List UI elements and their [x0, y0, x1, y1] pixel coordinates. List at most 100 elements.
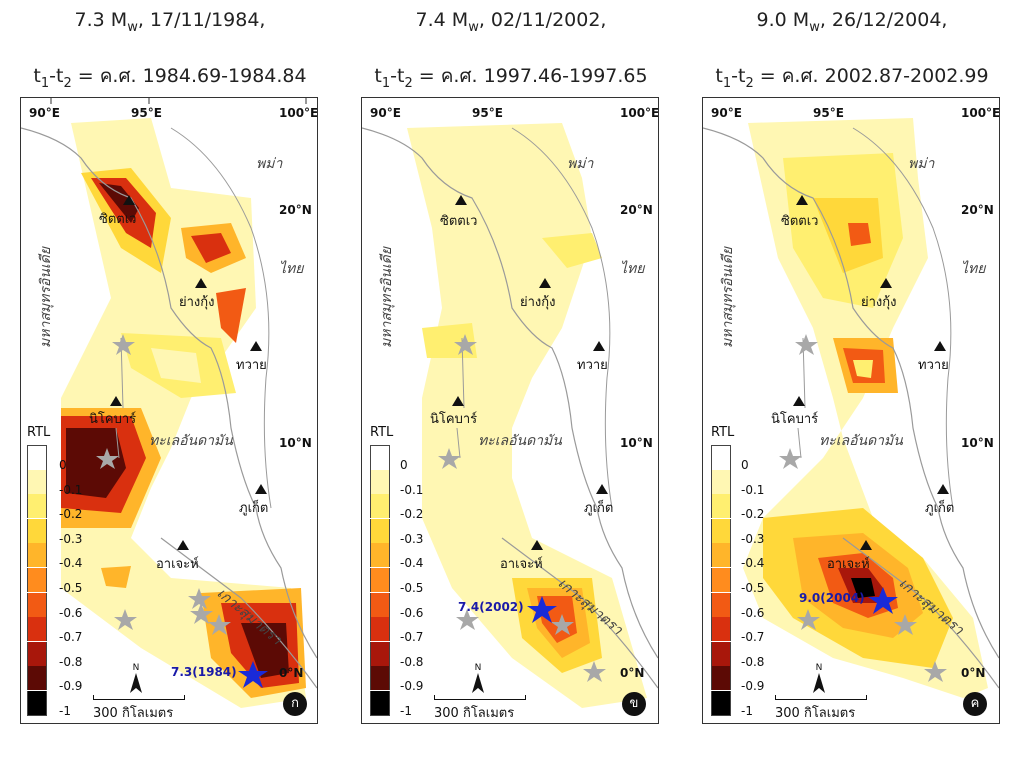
mainshock-star — [527, 596, 557, 623]
legend-swatch — [27, 617, 47, 642]
legend-swatch — [711, 469, 731, 494]
legend-tick-label: -0.4 — [59, 556, 83, 571]
legend-swatch — [370, 494, 390, 519]
legend-tick-label: 0 — [59, 458, 67, 472]
label-thailand: ไทย — [961, 261, 986, 277]
north-arrow: N — [811, 663, 827, 693]
aftershock-star — [438, 448, 461, 469]
legend-tick-label: -0.8 — [400, 654, 424, 669]
legend-swatch — [27, 592, 47, 617]
lat-label-0: 0°N — [279, 666, 304, 680]
legend-tick-label: -0.8 — [59, 654, 83, 669]
city-label-nicobar: นิโคบาร์ — [430, 412, 478, 427]
legend-tick-label: -1 — [400, 704, 412, 718]
aftershock-star — [208, 614, 231, 635]
aftershock-star — [456, 609, 479, 630]
aftershock-star — [112, 334, 135, 355]
legend-tick-label: -0.1 — [400, 482, 424, 497]
legend-tick-label: -0.5 — [400, 581, 424, 595]
scale-bar — [434, 695, 526, 700]
label-thailand: ไทย — [620, 261, 645, 277]
lat-label-20: 20°N — [961, 203, 994, 217]
north-arrow: N — [470, 663, 486, 693]
legend-swatch — [370, 469, 390, 494]
city-label-yangon: ย่างกุ้ง — [520, 295, 556, 310]
legend-swatch — [711, 666, 731, 691]
legend-swatch — [27, 494, 47, 519]
legend-swatch — [711, 568, 731, 592]
city-label-nicobar: นิโคบาร์ — [89, 412, 137, 427]
city-label-phuket: ภูเก็ต — [584, 501, 614, 516]
mainshock-label: 9.0(2004) — [799, 591, 865, 605]
aftershock-star — [551, 614, 574, 635]
lon-label-95: 95°E — [131, 106, 162, 120]
label-myanmar: พม่า — [256, 156, 283, 172]
rtl-map-a — [21, 98, 317, 708]
panel-title-c: 9.0 Mw, 26/12/2004, t1-t2 = ค.ศ. 2002.87… — [715, 9, 989, 91]
rtl-map-c — [703, 118, 999, 698]
scale-label: 300 กิโลเมตร — [93, 706, 174, 721]
city-marker-aceh — [177, 540, 189, 550]
lat-label-10: 10°N — [279, 436, 312, 450]
aftershock-star — [924, 661, 947, 682]
legend-tick-label: -0.3 — [741, 531, 765, 546]
label-indian-ocean: มหาสมุทรอินเดีย — [38, 247, 54, 348]
city-label-phuket: ภูเก็ต — [239, 501, 269, 516]
mainshock-label: 7.3(1984) — [171, 665, 237, 679]
legend-swatch — [27, 518, 47, 543]
city-label-yangon: ย่างกุ้ง — [179, 295, 215, 310]
lat-label-20: 20°N — [279, 203, 312, 217]
city-label-nicobar: นิโคบาร์ — [771, 412, 819, 427]
panel-title-b: 7.4 Mw, 02/11/2002, t1-t2 = ค.ศ. 1997.46… — [374, 9, 648, 91]
legend-tick-label: -0.2 — [59, 507, 83, 522]
scale-bar — [93, 695, 185, 700]
city-label-aceh: อาเจะห์ — [827, 557, 870, 572]
legend-tick-label: -0.1 — [741, 482, 765, 497]
legend-swatch — [370, 641, 390, 666]
legend-tick-label: -1 — [59, 704, 71, 718]
legend-swatch — [711, 592, 731, 617]
label-thailand: ไทย — [279, 261, 304, 277]
legend-tick-label: -0.7 — [59, 630, 83, 645]
label-myanmar: พม่า — [908, 156, 935, 172]
legend-swatch — [27, 691, 47, 716]
legend-swatch — [711, 494, 731, 519]
legend-swatch — [27, 641, 47, 666]
legend-swatch — [370, 691, 390, 716]
legend-tick-label: -0.9 — [741, 679, 765, 694]
aftershock-star — [894, 614, 917, 635]
lat-label-0: 0°N — [961, 666, 986, 680]
legend-tick-label: -0.5 — [59, 581, 83, 595]
city-label-sittwe: ซิตตเว — [781, 214, 819, 229]
legend-swatch — [370, 617, 390, 642]
label-indian-ocean: มหาสมุทรอินเดีย — [720, 247, 736, 348]
aftershock-star — [779, 448, 802, 469]
label-andaman-sea: ทะเลอันดามัน — [149, 433, 233, 449]
lon-label-90: 90°E — [370, 106, 401, 120]
city-label-sittwe: ซิตตเว — [440, 214, 478, 229]
panel-title-a: 7.3 Mw, 17/11/1984, t1-t2 = ค.ศ. 1984.69… — [33, 9, 307, 91]
legend-tick-label: -0.7 — [741, 630, 765, 645]
scale-bar — [775, 695, 867, 700]
aftershock-star — [190, 603, 213, 624]
legend-tick-label: -0.9 — [400, 679, 424, 694]
city-label-phuket: ภูเก็ต — [925, 501, 955, 516]
map-panel-c: 90°E 95°E 100°E 20°N 10°N 0°N พม่า ไทย ม… — [702, 97, 1000, 724]
map-panel-b: 90°E 95°E 100°E 20°N 10°N 0°N พม่า ไทย ม… — [361, 97, 659, 724]
city-label-yangon: ย่างกุ้ง — [861, 295, 897, 310]
city-label-dawei: ทวาย — [918, 358, 949, 373]
city-marker-dawei — [250, 341, 262, 351]
legend-tick-label: -0.3 — [59, 531, 83, 546]
lat-label-20: 20°N — [620, 203, 653, 217]
label-myanmar: พม่า — [567, 156, 594, 172]
legend-swatch — [370, 592, 390, 617]
legend-swatch — [711, 691, 731, 716]
lon-label-90: 90°E — [29, 106, 60, 120]
aftershock-star — [583, 661, 606, 682]
legend-swatch — [27, 469, 47, 494]
city-marker-yangon — [195, 278, 207, 288]
mainshock-star — [868, 587, 898, 614]
label-indian-ocean: มหาสมุทรอินเดีย — [379, 247, 395, 348]
legend-tick-label: -0.5 — [741, 581, 765, 595]
legend-swatch — [370, 518, 390, 543]
